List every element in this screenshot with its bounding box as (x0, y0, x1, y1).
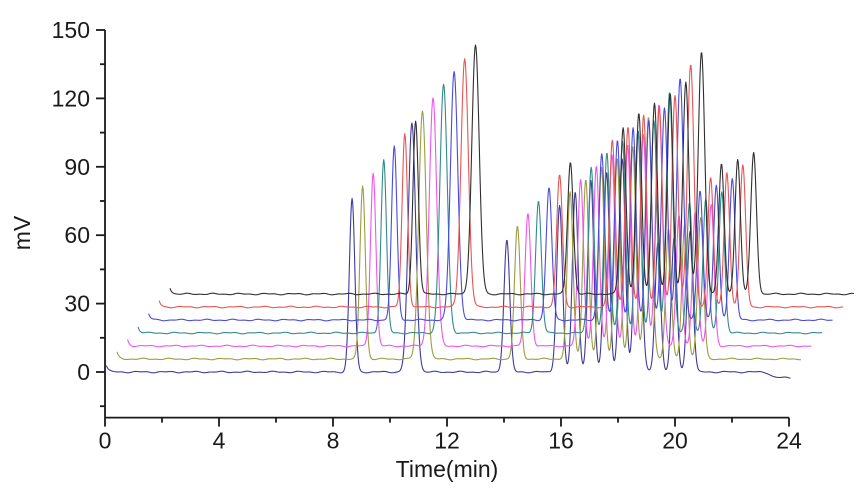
x-tick-label: 0 (99, 428, 112, 454)
x-tick-label: 16 (548, 428, 574, 454)
trace-run-7 (169, 44, 855, 296)
y-tick-label: 30 (64, 291, 90, 317)
axis-tick-labels: 0 4 8 12 16 20 24 0 30 60 90 120 150 (52, 17, 802, 454)
x-tick-label: 4 (213, 428, 226, 454)
x-tick-label: 12 (434, 428, 460, 454)
trace-run-5 (148, 71, 833, 322)
x-tick-label: 24 (776, 428, 802, 454)
y-tick-label: 60 (64, 222, 90, 248)
x-tick-label: 20 (662, 428, 688, 454)
trace-run-6 (158, 58, 844, 309)
y-tick-label: 90 (64, 154, 90, 180)
y-axis-title: mV (9, 215, 35, 250)
x-tick-label: 8 (327, 428, 340, 454)
x-axis-title: Time(min) (396, 456, 499, 482)
trace-lines (105, 44, 855, 379)
y-tick-label: 120 (52, 85, 90, 111)
y-tick-label: 0 (77, 359, 90, 385)
trace-run-2 (116, 110, 802, 361)
axes (96, 29, 790, 427)
y-tick-label: 150 (52, 17, 90, 43)
